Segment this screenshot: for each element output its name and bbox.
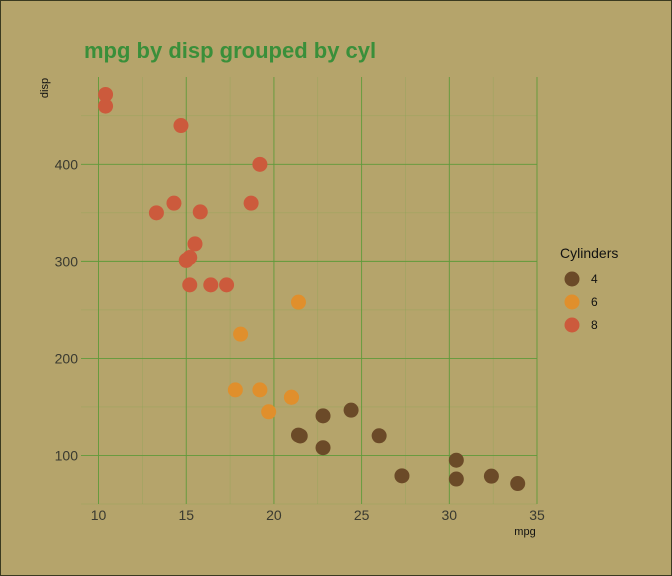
data-point-cyl-8	[243, 195, 259, 211]
legend-key-4	[564, 271, 580, 287]
data-point-cyl-4	[315, 408, 331, 424]
y-tick-label: 100	[55, 447, 79, 463]
legend-label-6: 6	[591, 295, 598, 309]
data-point-cyl-8	[203, 277, 219, 293]
data-point-cyl-8	[173, 118, 189, 134]
data-point-cyl-6	[233, 326, 249, 342]
data-point-cyl-4	[343, 402, 359, 418]
data-point-cyl-8	[148, 205, 164, 221]
x-tick-label: 15	[178, 507, 194, 523]
data-point-cyl-4	[448, 471, 464, 487]
data-point-cyl-6	[283, 389, 299, 405]
x-tick-label: 20	[266, 507, 282, 523]
legend-title: Cylinders	[560, 245, 618, 261]
grid	[81, 77, 538, 505]
data-point-cyl-8	[178, 252, 194, 268]
x-tick-label: 25	[354, 507, 370, 523]
legend-key-6	[564, 294, 580, 310]
data-point-cyl-8	[192, 204, 208, 220]
y-axis-title: disp	[39, 78, 51, 98]
legend-label-4: 4	[591, 272, 598, 286]
data-point-cyl-8	[182, 277, 198, 293]
y-tick-label: 300	[55, 253, 79, 269]
y-tick-label: 400	[55, 156, 79, 172]
data-point-cyl-4	[371, 428, 387, 444]
x-axis-title: mpg	[514, 526, 535, 538]
data-points	[98, 86, 526, 492]
x-tick-label: 30	[442, 507, 458, 523]
legend-key-8	[564, 317, 580, 333]
data-point-cyl-6	[252, 382, 268, 398]
data-point-cyl-8	[219, 277, 235, 293]
data-point-cyl-8	[166, 195, 182, 211]
y-tick-label: 200	[55, 350, 79, 366]
data-point-cyl-6	[261, 404, 277, 420]
x-tick-label: 35	[529, 507, 545, 523]
data-point-cyl-4	[315, 440, 331, 456]
chart-title: mpg by disp grouped by cyl	[84, 38, 376, 63]
data-point-cyl-8	[187, 236, 203, 252]
data-point-cyl-4	[483, 468, 499, 484]
data-point-cyl-8	[98, 86, 114, 102]
data-point-cyl-4	[394, 468, 410, 484]
data-point-cyl-8	[252, 156, 268, 172]
legend: Cylinders 4 6 8	[560, 245, 618, 333]
x-tick-label: 10	[91, 507, 107, 523]
data-point-cyl-4	[290, 427, 306, 443]
data-point-cyl-4	[448, 452, 464, 468]
data-point-cyl-8	[98, 98, 114, 114]
data-point-cyl-4	[510, 476, 526, 492]
data-point-cyl-6	[227, 382, 243, 398]
data-point-cyl-6	[290, 294, 306, 310]
legend-label-8: 8	[591, 318, 598, 332]
tick-labels: 10 15 20 25 30 35 100 200 300 400	[55, 156, 545, 523]
